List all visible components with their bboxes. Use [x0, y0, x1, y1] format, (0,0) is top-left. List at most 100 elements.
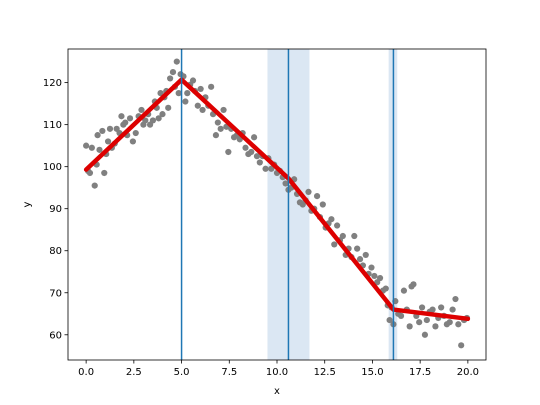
data-point: [354, 245, 361, 252]
y-tick-label: 110: [43, 120, 62, 131]
data-point: [96, 146, 103, 153]
confidence-bands: [267, 49, 398, 360]
x-tick-label: 7.5: [221, 367, 237, 378]
data-point: [423, 316, 430, 324]
data-point: [429, 306, 436, 313]
data-point: [118, 113, 125, 120]
data-point: [212, 132, 220, 139]
data-point: [122, 119, 129, 126]
data-point: [410, 281, 417, 288]
data-point: [129, 138, 136, 145]
data-point: [88, 144, 95, 151]
data-point: [91, 182, 98, 189]
data-point: [86, 169, 94, 177]
data-point: [182, 98, 189, 105]
data-point: [142, 117, 149, 124]
x-tick-label: 10.0: [266, 367, 288, 378]
x-tick-label: 15.0: [361, 367, 383, 378]
y-tick-label: 80: [49, 246, 62, 257]
x-tick-label: 12.5: [314, 367, 336, 378]
data-point: [253, 153, 261, 160]
data-point: [452, 295, 459, 303]
data-point: [167, 75, 174, 82]
x-tick-label: 5.0: [174, 367, 190, 378]
data-point: [406, 323, 413, 330]
breakpoint-lines: [180, 49, 395, 360]
data-point: [132, 129, 139, 137]
x-tick-label: 20.0: [457, 367, 479, 378]
data-point: [225, 148, 232, 156]
data-point: [159, 111, 166, 118]
y-tick-label: 90: [49, 204, 62, 215]
data-point: [256, 159, 263, 166]
data-point: [104, 138, 112, 145]
data-point: [362, 251, 369, 259]
data-point: [282, 180, 289, 187]
x-tick-label: 2.5: [126, 367, 142, 378]
data-point: [169, 69, 177, 76]
data-point: [400, 287, 408, 294]
y-tick-label: 100: [43, 162, 62, 173]
x-tick-label: 17.5: [409, 367, 431, 378]
data-point: [217, 125, 224, 132]
data-point: [331, 241, 338, 248]
y-tick-label: 70: [49, 288, 62, 299]
data-point: [455, 321, 462, 328]
data-point: [368, 264, 375, 271]
data-point: [397, 312, 405, 319]
data-point: [356, 256, 364, 263]
data-point: [157, 90, 164, 97]
data-point: [416, 319, 423, 326]
data-point: [371, 272, 378, 280]
x-tick-label: 0.0: [78, 367, 94, 378]
data-point: [94, 132, 101, 139]
y-tick-label: 60: [49, 330, 62, 341]
data-point: [376, 274, 384, 282]
x-axis-label: x: [274, 386, 280, 397]
data-point: [101, 169, 108, 177]
data-point: [138, 106, 145, 114]
data-point: [83, 142, 90, 149]
data-point: [319, 201, 326, 208]
data-point: [351, 232, 358, 240]
data-point: [421, 331, 429, 338]
x-axis-ticks: 0.0 2.5 5.0 7.5 10.0 12.5 15.0 17.5 20.0: [78, 360, 479, 378]
data-point: [242, 144, 249, 151]
data-point: [189, 77, 197, 84]
data-point: [248, 148, 255, 156]
data-point: [99, 127, 106, 135]
data-point: [250, 134, 258, 141]
data-point: [175, 90, 182, 97]
data-point: [220, 106, 227, 114]
y-axis-ticks: 60 70 80 90 100 110 120: [43, 78, 68, 341]
data-point: [446, 319, 453, 326]
data-point: [126, 115, 134, 122]
data-point: [194, 102, 201, 109]
data-point: [262, 165, 269, 172]
data-point: [386, 316, 393, 324]
data-point: [214, 119, 221, 126]
data-point: [165, 104, 172, 111]
data-point: [208, 83, 215, 90]
data-point: [328, 216, 335, 223]
data-point: [382, 285, 389, 292]
data-point: [313, 192, 321, 200]
data-point: [339, 232, 346, 240]
data-point: [155, 115, 162, 122]
data-point: [199, 106, 206, 114]
data-point: [418, 304, 426, 311]
data-point: [449, 306, 456, 313]
data-point: [438, 304, 445, 311]
data-point: [149, 117, 157, 124]
data-point: [173, 58, 180, 65]
y-axis-label: y: [22, 201, 33, 207]
data-point: [106, 125, 114, 132]
data-point: [432, 323, 439, 330]
data-point: [197, 85, 204, 93]
y-tick-label: 120: [43, 78, 62, 89]
data-point: [305, 188, 312, 195]
data-point: [334, 222, 341, 229]
data-point: [184, 90, 191, 97]
data-point: [458, 342, 465, 349]
